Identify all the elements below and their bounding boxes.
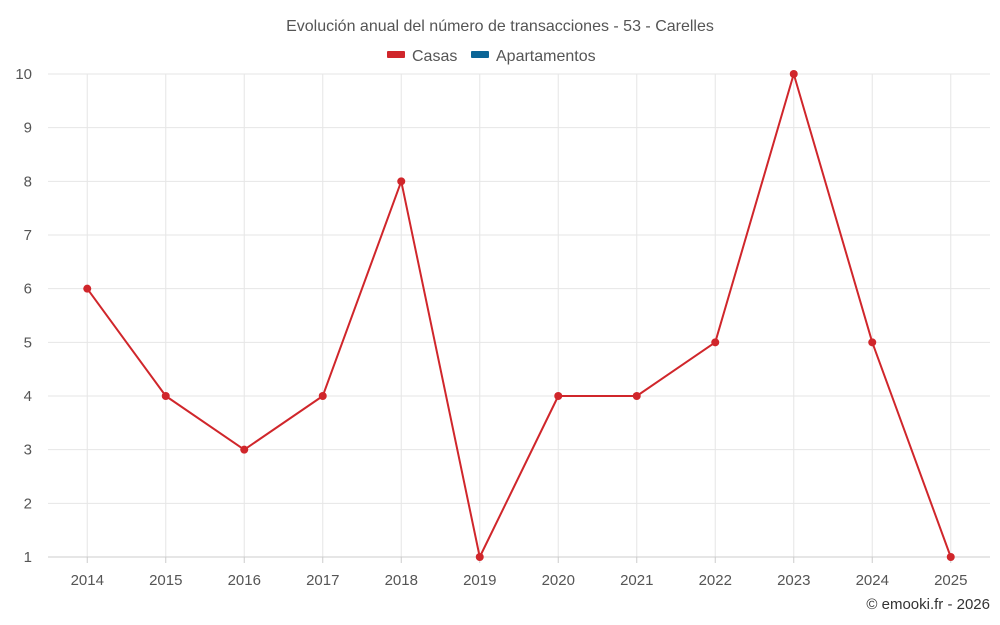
y-tick-label: 1 (24, 549, 32, 566)
x-tick-label: 2016 (228, 572, 261, 589)
x-tick-label: 2024 (856, 572, 889, 589)
x-tick-label: 2019 (463, 572, 496, 589)
y-tick-label: 2 (24, 495, 32, 512)
grid (48, 73, 990, 558)
y-axis-ticks: 1 2 3 4 5 6 7 8 9 10 (15, 66, 32, 566)
x-tick-label: 2018 (385, 572, 418, 589)
y-tick-label: 9 (24, 120, 32, 137)
data-point-casas-2015[interactable] (161, 392, 170, 400)
series-line-casas (86, 73, 952, 558)
x-axis-ticks: 2014 2015 2016 2017 2018 2019 2020 2021 2022 2023… (71, 572, 968, 589)
legend-swatch-apartamentos (471, 51, 489, 58)
legend-label-apartamentos: Apartamentos (496, 48, 596, 65)
legend: Casas Apartamentos (387, 48, 596, 65)
data-point-casas-2021[interactable] (632, 392, 641, 400)
footer-credit: © emooki.fr - 2026 (866, 596, 990, 613)
x-tick-label: 2014 (71, 572, 104, 589)
legend-swatch-casas (387, 51, 405, 58)
x-tick-label: 2022 (699, 572, 732, 589)
y-tick-label: 5 (24, 334, 32, 351)
axes (48, 556, 990, 563)
x-tick-label: 2015 (149, 572, 182, 589)
chart-title: Evolución anual del número de transaccio… (286, 18, 714, 35)
data-point-casas-2018[interactable] (397, 177, 406, 186)
data-point-casas-2022[interactable] (711, 338, 720, 347)
x-tick-label: 2020 (542, 572, 575, 589)
y-tick-label: 6 (24, 281, 32, 298)
x-tick-label: 2025 (934, 572, 967, 589)
data-point-casas-2020[interactable] (554, 392, 563, 400)
y-tick-label: 3 (24, 442, 32, 459)
data-point-casas-2024[interactable] (868, 338, 877, 347)
data-point-casas-2025[interactable] (946, 553, 955, 561)
legend-item-casas[interactable]: Casas (387, 48, 457, 65)
data-point-casas-2023[interactable] (789, 70, 798, 78)
y-tick-label: 7 (24, 227, 32, 244)
data-point-casas-2016[interactable] (240, 445, 249, 454)
x-tick-label: 2023 (777, 572, 810, 589)
series-casas (83, 70, 955, 561)
legend-label-casas: Casas (412, 48, 457, 65)
y-tick-label: 4 (24, 388, 32, 405)
data-point-casas-2019[interactable] (475, 553, 484, 561)
y-tick-label: 8 (24, 173, 32, 190)
data-point-casas-2017[interactable] (318, 392, 327, 400)
y-tick-label: 10 (15, 66, 32, 83)
legend-item-apartamentos[interactable]: Apartamentos (471, 48, 596, 65)
x-tick-label: 2021 (620, 572, 653, 589)
data-point-casas-2014[interactable] (83, 284, 92, 293)
x-tick-label: 2017 (306, 572, 339, 589)
